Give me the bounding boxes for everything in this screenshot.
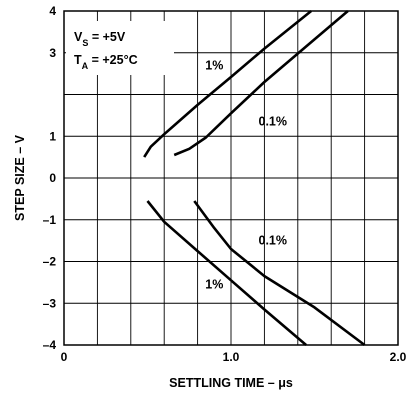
y-tick-label: 1 <box>49 129 56 143</box>
y-tick-label: –4 <box>43 338 57 352</box>
supply-voltage-label: VS = +5V <box>74 30 126 48</box>
x-axis-title: SETTLING TIME – μs <box>169 376 293 390</box>
conditions-box <box>66 21 174 75</box>
curve-label: 1% <box>205 277 223 291</box>
curve-label: 1% <box>205 58 223 72</box>
series-line <box>193 200 366 347</box>
curve-labels: 1% 0.1% 0.1% 1% <box>205 58 287 291</box>
x-tick-label: 2.0 <box>390 350 407 364</box>
series-line <box>146 200 307 346</box>
y-tick-labels: 4 3 1 0 –1 –2 –3 –4 <box>43 4 57 352</box>
series-line <box>173 10 349 157</box>
y-tick-label: 3 <box>49 46 56 60</box>
curve-label: 0.1% <box>259 115 288 129</box>
ambient-temperature-label: TA = +25°C <box>74 53 138 71</box>
y-tick-label: 0 <box>49 171 56 185</box>
plot-frame <box>63 10 399 346</box>
y-axis-title: STEP SIZE – V <box>13 134 27 221</box>
y-tick-label: –1 <box>43 213 57 227</box>
curve-label: 0.1% <box>259 234 288 248</box>
x-tick-label: 0 <box>61 350 68 364</box>
curves <box>143 9 366 347</box>
x-tick-labels: 0 1.0 2.0 <box>61 350 407 364</box>
y-tick-label: –3 <box>43 296 57 310</box>
x-tick-label: 1.0 <box>223 350 240 364</box>
grid <box>64 11 398 345</box>
series-line <box>143 9 313 158</box>
y-tick-label: –2 <box>43 255 57 269</box>
y-tick-label: 4 <box>49 4 56 18</box>
